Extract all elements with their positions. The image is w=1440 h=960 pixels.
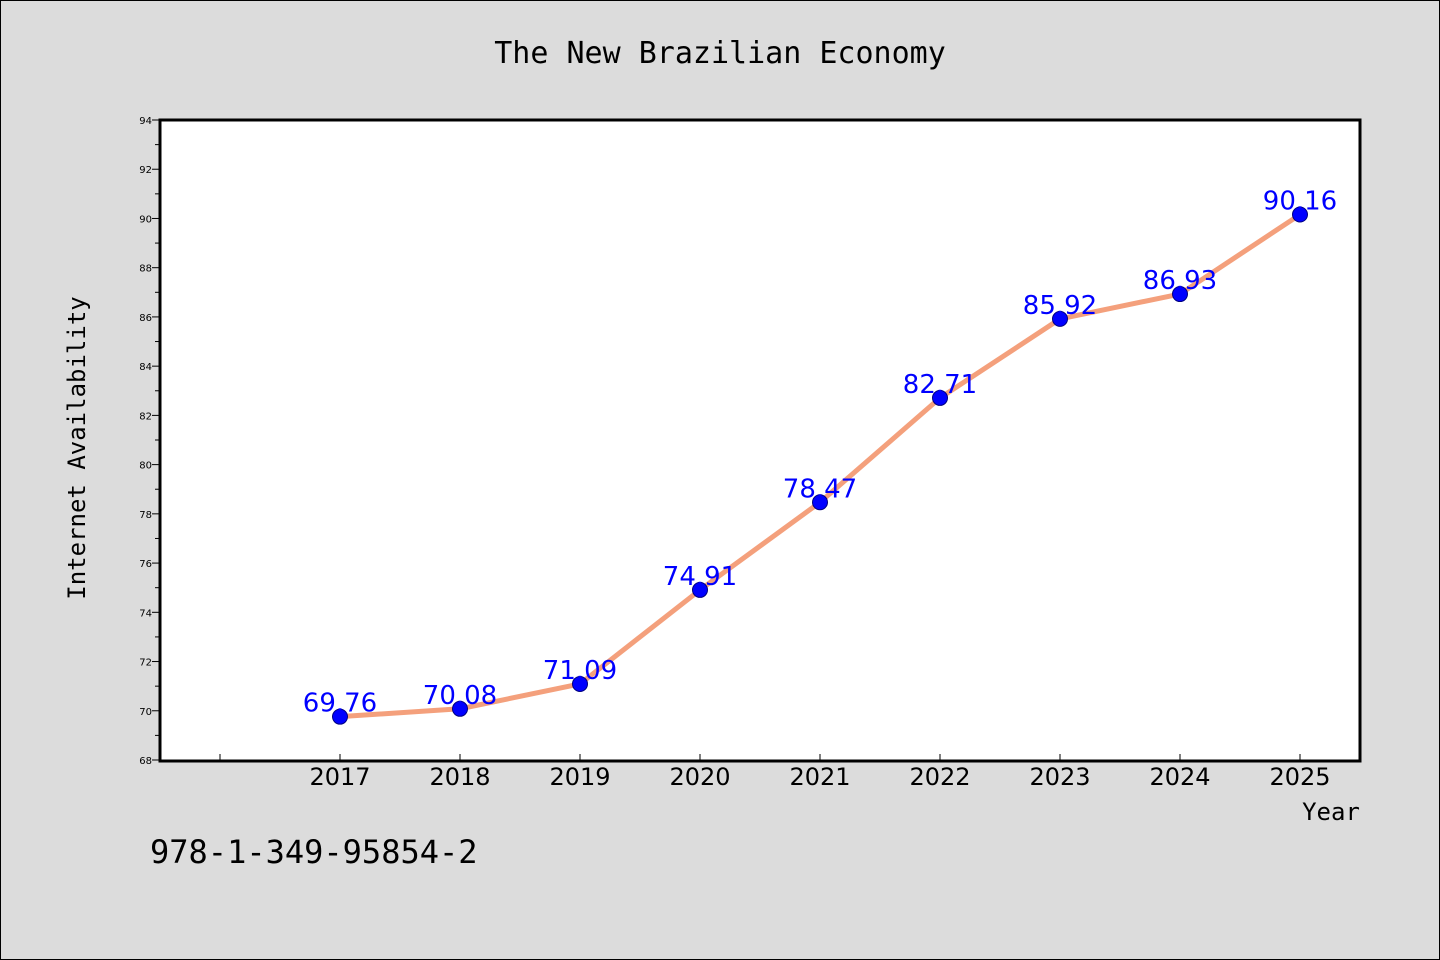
x-tick-label: 2020: [669, 763, 730, 791]
x-tick-label: 2024: [1149, 763, 1210, 791]
x-tick-label: 2021: [789, 763, 850, 791]
y-tick-label: 70: [139, 707, 152, 718]
x-axis-label: Year: [1302, 798, 1360, 826]
series-group: 69.76 70.08 71.09 74.91 78.47 82.71 85.92 86.93…: [303, 187, 1337, 725]
data-point: [1052, 310, 1068, 327]
x-tick-label: 2025: [1269, 763, 1330, 791]
data-label: 90.16: [1263, 187, 1337, 217]
x-tick-label: 2023: [1029, 763, 1090, 791]
data-point: [452, 700, 468, 717]
x-tick-label: 2017: [309, 763, 370, 791]
y-tick-label: 80: [139, 461, 152, 472]
data-point: [1292, 206, 1308, 223]
x-tick-label: 2022: [909, 763, 970, 791]
data-point: [1172, 286, 1188, 303]
data-label: 82.71: [903, 370, 977, 400]
y-tick-label: 68: [139, 756, 152, 767]
data-point: [932, 389, 948, 406]
y-tick-label: 92: [139, 165, 152, 176]
y-axis-label: Internet Availability: [63, 296, 91, 599]
y-axis: 68 70 72 74 76 78 80 82 84 86 88 90 92 94: [139, 116, 160, 767]
data-label: 86.93: [1143, 266, 1217, 296]
x-axis: 2017 2018 2019 2020 2021 2022 2023 2024 2025: [219, 754, 1331, 791]
data-point: [812, 494, 828, 511]
caption-text: 978-1-349-95854-2: [150, 833, 478, 871]
data-point: [692, 581, 708, 598]
y-tick-label: 88: [139, 264, 152, 275]
x-tick-label: 2019: [549, 763, 610, 791]
data-point: [332, 708, 348, 725]
y-tick-label: 74: [139, 608, 152, 619]
y-tick-label: 82: [139, 411, 152, 422]
y-tick-label: 76: [139, 559, 152, 570]
y-tick-label: 84: [139, 362, 152, 373]
data-label: 70.08: [423, 681, 497, 711]
x-tick-label: 2018: [429, 763, 490, 791]
data-label: 71.09: [543, 656, 617, 686]
plot-area: [158, 118, 1362, 763]
data-label: 74.91: [663, 562, 737, 592]
chart-title: The New Brazilian Economy: [494, 36, 946, 71]
y-tick-label: 94: [139, 116, 152, 127]
y-tick-label: 78: [139, 510, 152, 521]
data-label: 69.76: [303, 689, 377, 719]
data-point: [572, 675, 588, 692]
y-tick-label: 86: [139, 313, 152, 324]
y-tick-label: 72: [139, 658, 152, 669]
data-label: 78.47: [783, 474, 857, 504]
data-label: 85.92: [1023, 291, 1097, 321]
y-tick-label: 90: [139, 214, 152, 225]
